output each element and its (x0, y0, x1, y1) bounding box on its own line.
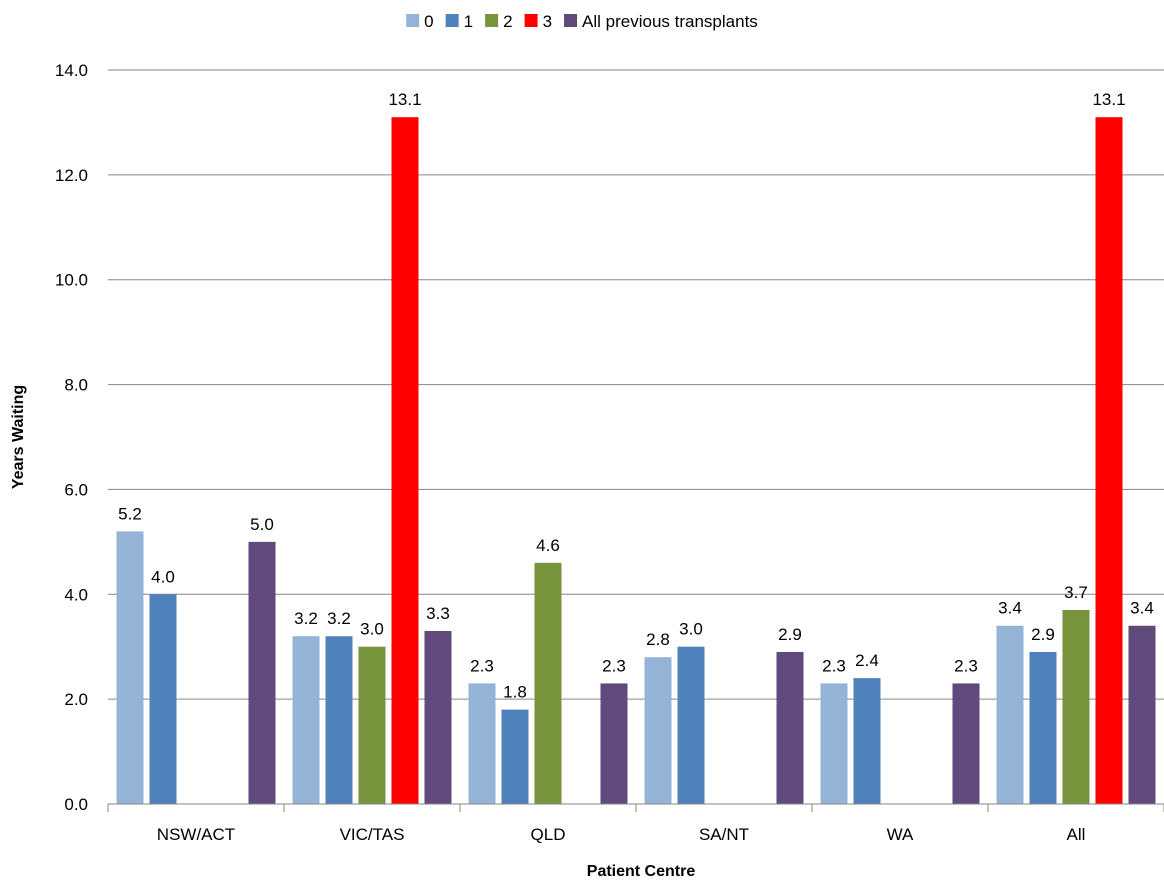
bar (325, 636, 353, 804)
data-label: 3.0 (679, 620, 703, 639)
bar (677, 646, 705, 804)
data-label: 3.2 (294, 609, 318, 628)
bar (534, 562, 562, 804)
data-label: 4.0 (151, 567, 175, 586)
bar (952, 683, 980, 804)
bar (501, 709, 529, 804)
y-tick-label: 10.0 (55, 271, 88, 290)
x-axis-title: Patient Centre (587, 863, 696, 880)
data-label: 13.1 (1092, 90, 1125, 109)
legend-swatch (406, 14, 420, 27)
x-tick-label: WA (887, 825, 914, 844)
bar (292, 636, 320, 804)
bar (996, 625, 1024, 804)
x-tick-label: VIC/TAS (340, 825, 405, 844)
y-tick-label: 12.0 (55, 166, 88, 185)
y-tick-label: 2.0 (64, 690, 88, 709)
legend-swatch (485, 14, 499, 27)
y-axis-title: Years Waiting (10, 385, 27, 489)
legend: 0 1 2 3 All previous transplants (406, 12, 758, 31)
bar (116, 531, 144, 804)
bar (1095, 117, 1123, 804)
bar (776, 651, 804, 804)
data-label: 2.9 (778, 625, 802, 644)
legend-swatch (524, 14, 538, 27)
bar (1062, 610, 1090, 804)
y-tick-label: 6.0 (64, 480, 88, 499)
data-label: 3.7 (1064, 583, 1088, 602)
bar (820, 683, 848, 804)
data-labels: 5.2 3.2 2.3 2.8 2.3 3.4 4.0 3.2 1.8 3.0 2.4 2.9 3.0 4… (118, 90, 1154, 701)
data-label: 5.2 (118, 504, 142, 523)
legend-swatch (564, 14, 578, 27)
bar (358, 646, 386, 804)
data-label: 2.9 (1031, 625, 1055, 644)
data-label: 3.2 (327, 609, 351, 628)
y-axis-ticks: 0.0 2.0 4.0 6.0 8.0 10.0 12.0 14.0 (55, 61, 88, 814)
bar (1128, 625, 1156, 804)
bar (644, 657, 672, 804)
y-tick-label: 14.0 (55, 61, 88, 80)
data-label: 2.3 (602, 656, 626, 675)
gridlines (108, 69, 1164, 805)
data-label: 3.4 (998, 599, 1022, 618)
x-axis: NSW/ACT VIC/TAS QLD SA/NT WA All (107, 803, 1164, 844)
legend-label: 0 (424, 12, 433, 31)
bars (116, 117, 1156, 804)
data-label: 3.3 (426, 604, 450, 623)
bar (600, 683, 628, 804)
data-label: 4.6 (536, 536, 560, 555)
data-label: 3.0 (360, 620, 384, 639)
bar (248, 541, 276, 804)
data-label: 2.4 (855, 651, 879, 670)
x-tick-label: QLD (531, 825, 566, 844)
x-tick-label: SA/NT (699, 825, 749, 844)
bar (149, 594, 177, 804)
data-label: 2.3 (954, 656, 978, 675)
bar (1029, 651, 1057, 804)
x-tick-label: NSW/ACT (157, 825, 235, 844)
x-tick-label: All (1067, 825, 1086, 844)
bar (424, 630, 452, 804)
data-label: 2.3 (822, 656, 846, 675)
data-label: 2.3 (470, 656, 494, 675)
data-label: 3.4 (1130, 599, 1154, 618)
data-label: 2.8 (646, 630, 670, 649)
legend-label: 3 (543, 12, 552, 31)
bar (468, 683, 496, 804)
legend-label: All previous transplants (582, 12, 758, 31)
bar (853, 678, 881, 804)
data-label: 1.8 (503, 683, 527, 702)
bar (391, 117, 419, 804)
data-label: 13.1 (388, 90, 421, 109)
y-tick-label: 8.0 (64, 376, 88, 395)
legend-label: 2 (503, 12, 512, 31)
y-tick-label: 4.0 (64, 585, 88, 604)
legend-swatch (445, 14, 459, 27)
data-label: 5.0 (250, 515, 274, 534)
legend-label: 1 (464, 12, 473, 31)
y-tick-label: 0.0 (64, 795, 88, 814)
